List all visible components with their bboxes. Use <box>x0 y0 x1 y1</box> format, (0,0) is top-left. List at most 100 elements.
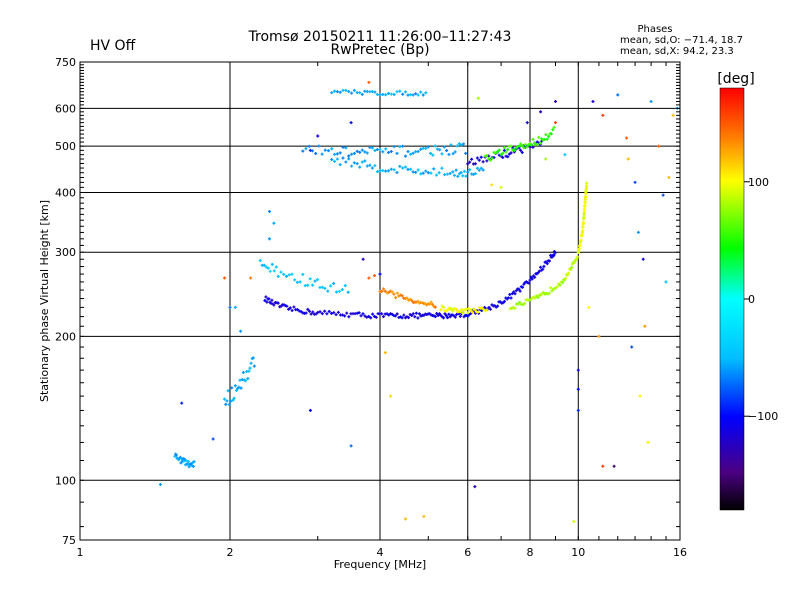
echo-point <box>288 306 292 310</box>
echo-point <box>395 171 399 175</box>
echo-point <box>363 159 367 163</box>
echo-point <box>373 314 377 318</box>
echo-point <box>390 312 394 316</box>
echo-point <box>357 311 361 315</box>
echo-point <box>230 386 234 390</box>
echo-point <box>233 384 237 388</box>
echo-point <box>406 167 410 171</box>
echo-point <box>544 133 548 137</box>
echo-point <box>531 145 535 149</box>
echo-point <box>389 149 393 153</box>
echo-point <box>470 157 474 161</box>
echo-point <box>529 143 533 147</box>
echo-point <box>626 157 630 161</box>
echo-point <box>558 283 562 287</box>
echo-point <box>591 100 595 104</box>
echo-point <box>476 310 480 314</box>
echo-point <box>323 286 327 290</box>
echo-point <box>514 146 518 150</box>
echo-point <box>464 307 468 311</box>
echo-point <box>576 408 580 412</box>
echo-point <box>308 277 312 281</box>
echo-point <box>308 408 312 412</box>
echo-point <box>345 311 349 315</box>
echo-point <box>311 310 315 314</box>
echo-point <box>509 296 513 300</box>
echo-point <box>352 88 356 92</box>
echo-point <box>329 311 333 315</box>
echo-point <box>179 461 183 465</box>
echo-point <box>320 285 324 289</box>
echo-point <box>417 312 421 316</box>
echo-point <box>287 273 291 277</box>
echo-point <box>461 311 465 315</box>
echo-point <box>419 147 423 151</box>
echo-point <box>399 315 403 319</box>
echo-point <box>378 169 382 173</box>
echo-point <box>349 444 353 448</box>
colorbar-tick-label: −100 <box>748 410 778 423</box>
echo-point <box>473 485 477 489</box>
echo-point <box>363 89 367 93</box>
echo-point <box>227 403 231 407</box>
echo-point <box>231 398 235 402</box>
echo-point <box>290 272 294 276</box>
echo-point <box>458 310 462 314</box>
echo-point <box>565 272 569 276</box>
echo-point <box>388 289 392 293</box>
echo-point <box>649 100 653 104</box>
echo-point <box>344 160 348 164</box>
echo-point <box>518 300 522 304</box>
echo-point <box>424 169 428 173</box>
echo-point <box>583 209 587 213</box>
echo-point <box>338 163 342 167</box>
echo-point <box>576 368 580 372</box>
echo-point <box>446 308 450 312</box>
echo-point <box>347 315 351 319</box>
echo-point <box>268 269 272 273</box>
echo-point <box>439 308 443 312</box>
echo-point <box>446 316 450 320</box>
echo-point <box>251 356 255 360</box>
echo-point <box>395 90 399 94</box>
echo-point <box>447 312 451 316</box>
echo-point <box>506 148 510 152</box>
echo-point <box>473 172 477 176</box>
echo-point <box>433 305 437 309</box>
echo-point <box>389 167 393 171</box>
echo-point <box>527 281 531 285</box>
colorbar-gradient <box>719 87 745 511</box>
echo-point <box>341 88 345 92</box>
echo-point <box>381 287 385 291</box>
echo-point <box>334 313 338 317</box>
echo-point <box>272 303 276 307</box>
echo-point <box>226 389 230 393</box>
echo-point <box>264 295 268 299</box>
echo-point <box>507 152 511 156</box>
echo-point <box>517 287 521 291</box>
echo-point <box>272 269 276 273</box>
echo-point <box>512 148 516 152</box>
echo-point <box>317 144 321 148</box>
echo-point <box>347 90 351 94</box>
echo-point <box>192 460 196 464</box>
echo-point <box>386 91 390 95</box>
echo-point <box>365 90 369 94</box>
echo-point <box>520 144 524 148</box>
echo-point <box>578 243 582 247</box>
echo-point <box>332 311 336 315</box>
echo-point <box>367 80 371 84</box>
echo-point <box>437 171 441 175</box>
echo-point <box>318 310 322 314</box>
echo-point <box>443 312 447 316</box>
echo-point <box>528 145 532 149</box>
data-points <box>158 80 679 523</box>
echo-point <box>455 144 459 148</box>
echo-point <box>576 387 580 391</box>
echo-point <box>387 313 391 317</box>
echo-point <box>304 147 308 151</box>
echo-point <box>516 302 520 306</box>
echo-point <box>537 269 541 273</box>
echo-point <box>525 145 529 149</box>
y-tick-label: 750 <box>55 56 76 69</box>
